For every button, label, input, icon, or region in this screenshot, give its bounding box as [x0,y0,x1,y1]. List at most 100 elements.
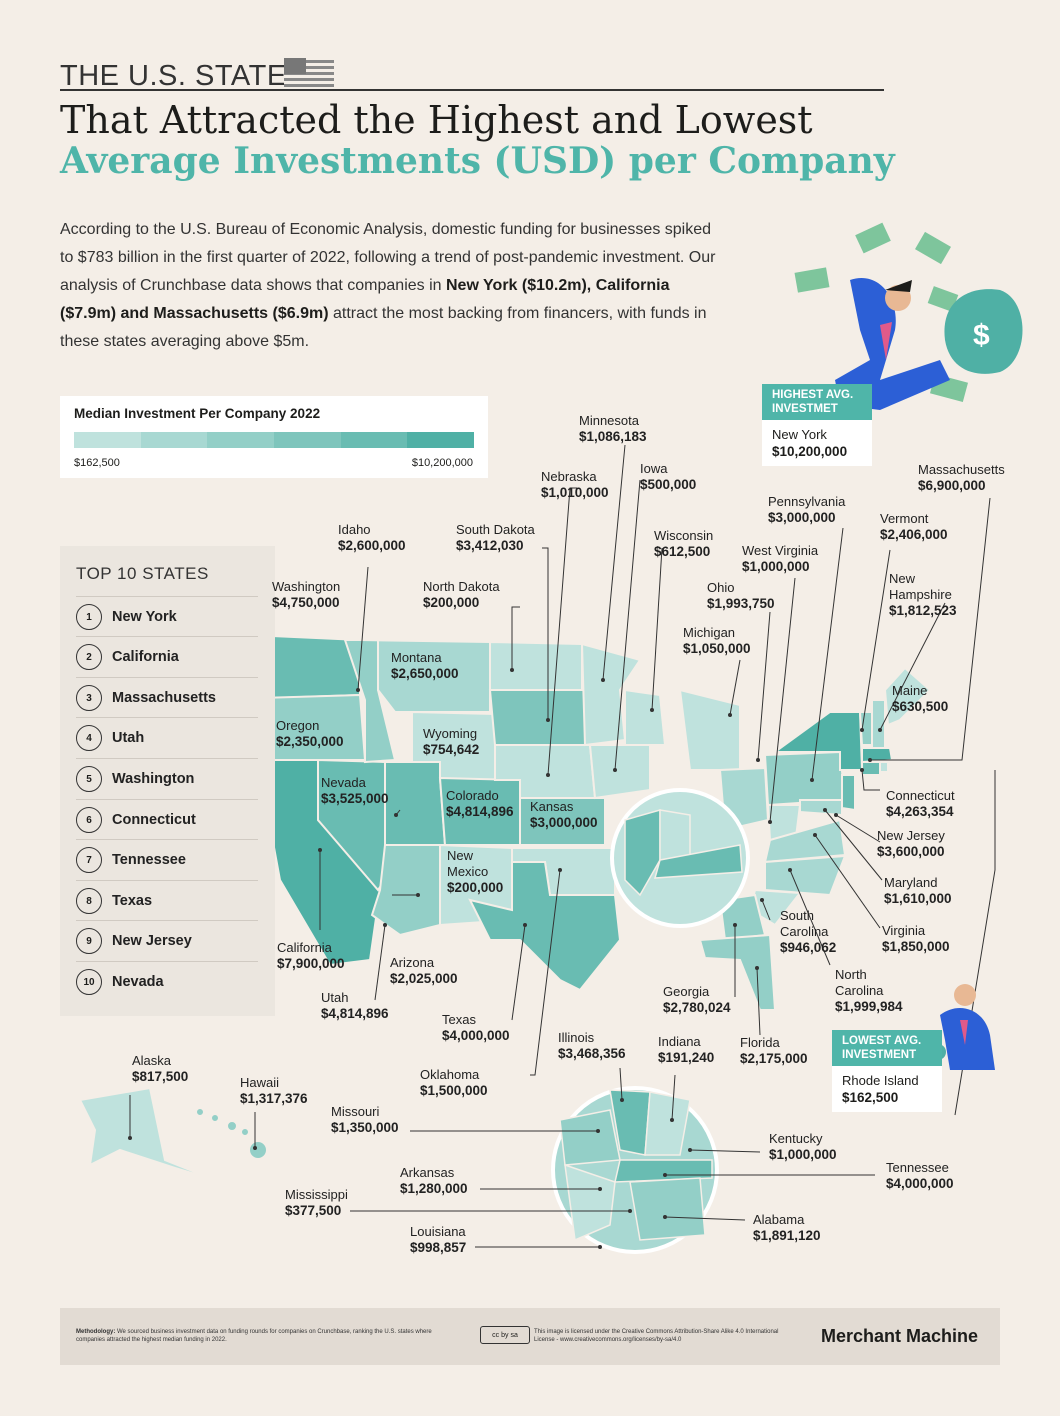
state-pennsylvania [763,750,847,807]
highest-callout: HIGHEST AVG. INVESTMET New York $10,200,0… [762,384,872,466]
legend-max: $10,200,000 [411,457,473,469]
state-florida [698,933,777,1011]
label-washington: Washington $4,750,000 [272,579,341,610]
label-california: California $7,900,000 [277,940,345,971]
legend-gradient [74,432,475,448]
label-utah: Utah $4,814,896 [321,990,389,1021]
state-minnesota [580,642,642,747]
label-idaho: Idaho $2,600,000 [338,522,406,553]
state-maine [883,666,932,727]
lowest-state: Rhode Island [842,1073,919,1088]
label-new-hampshire: New Hampshire $1,812,523 [889,571,957,618]
label-pennsylvania: Pennsylvania $3,000,000 [768,494,846,525]
legend-swatch [74,432,141,448]
top10-item: 5 Washington [76,758,258,799]
state-wisconsin [624,688,667,746]
state-north-carolina [764,854,847,897]
label-minnesota: Minnesota $1,086,183 [579,413,647,444]
legend-swatch [140,432,208,448]
label-connecticut: Connecticut $4,263,354 [886,788,955,819]
label-mississippi: Mississippi $377,500 [285,1187,348,1218]
money-illustration: $ [794,222,1023,410]
legend: Median Investment Per Company 2022 $162,… [60,396,488,478]
zoom-circle-lower [551,1086,719,1254]
label-west-virginia: West Virginia $1,000,000 [742,543,819,574]
label-south-carolina: South Carolina $946,062 [780,908,837,955]
state-connecticut [861,761,881,776]
state-rhode-island [879,761,889,773]
label-georgia: Georgia $2,780,024 [663,984,731,1015]
label-new-jersey: New Jersey $3,600,000 [877,828,945,859]
svg-text:$: $ [973,319,990,352]
label-hawaii: Hawaii $1,317,376 [240,1075,308,1106]
label-north-carolina: North Carolina $1,999,984 [835,967,903,1014]
label-illinois: Illinois $3,468,356 [558,1030,626,1061]
top10-item: 3 Massachusetts [76,677,258,718]
kicker: THE U.S. STATES [60,60,307,92]
label-alabama: Alabama $1,891,120 [753,1212,821,1243]
top10-item: 6 Connecticut [76,799,258,840]
label-massachusetts: Massachusetts $6,900,000 [918,462,1005,493]
state-alaska [78,1086,216,1181]
label-new-mexico: New Mexico $200,000 [447,848,504,895]
flag-icon [284,58,334,88]
top10-item: 4 Utah [76,717,258,758]
highest-value: $10,200,000 [772,444,848,459]
label-wyoming: Wyoming $754,642 [423,726,480,757]
label-iowa: Iowa $500,000 [640,461,697,492]
label-louisiana: Louisiana $998,857 [410,1224,467,1255]
state-hawaii [195,1107,268,1160]
top10-item: 10 Nevada [76,961,258,1002]
label-nevada: Nevada $3,525,000 [321,775,389,806]
label-virginia: Virginia $1,850,000 [882,923,950,954]
state-texas [468,861,622,992]
legend-swatch [274,432,341,448]
label-michigan: Michigan $1,050,000 [683,625,751,656]
top10-item: 9 New Jersey [76,920,258,961]
label-oklahoma: Oklahoma $1,500,000 [420,1067,488,1098]
lowest-callout: LOWEST AVG. INVESTMENT Rhode Island $162,… [832,1030,942,1112]
label-florida: Florida $2,175,000 [740,1035,808,1066]
legend-swatch [407,432,475,448]
state-kansas [519,797,606,846]
legend-title: Median Investment Per Company 2022 [74,406,321,421]
label-arkansas: Arkansas $1,280,000 [400,1165,468,1196]
legend-swatch [340,432,408,448]
state-iowa [585,744,651,800]
zoom-circle-upper [610,788,750,928]
top10-panel: TOP 10 STATES 1 New York 2 California 3 Mas… [60,546,275,1016]
label-texas: Texas $4,000,000 [442,1012,510,1043]
lowest-value: $162,500 [842,1090,899,1105]
label-kansas: Kansas $3,000,000 [530,799,598,830]
label-north-dakota: North Dakota $200,000 [423,579,500,610]
kicker-rule [60,89,884,91]
highest-state: New York [772,427,827,442]
license-text: This image is licensed under the Creativ… [534,1329,779,1343]
title-line-2: Average Investments (USD) per Company [60,140,895,182]
label-ohio: Ohio $1,993,750 [707,580,775,611]
label-south-dakota: South Dakota $3,412,030 [456,522,535,553]
title-line-1: That Attracted the Highest and Lowest [60,98,813,142]
top10-item: 7 Tennessee [76,839,258,880]
label-tennessee: Tennessee $4,000,000 [886,1160,954,1191]
footer: Methodology: We sourced business investm… [60,1308,1000,1365]
legend-min: $162,500 [74,457,120,469]
intro-text: According to the U.S. Bureau of Economic… [60,221,716,350]
top10-title: TOP 10 STATES [76,564,209,583]
state-north-dakota [489,640,583,691]
legend-swatch [207,432,275,448]
state-south-dakota [488,689,586,746]
brand-logo: Merchant Machine [820,1326,978,1346]
label-colorado: Colorado $4,814,896 [446,788,514,819]
top10-item: 1 New York [76,596,258,637]
state-michigan [678,688,741,771]
label-maine: Maine $630,500 [892,683,949,714]
top10-item: 2 California [76,636,258,677]
intro-highlight: New York ($10.2m), California ($7.9m) an… [60,277,670,322]
state-new-jersey [841,774,856,812]
label-indiana: Indiana $191,240 [658,1034,715,1065]
label-arizona: Arizona $2,025,000 [390,955,458,986]
state-utah [384,761,447,846]
label-vermont: Vermont $2,406,000 [880,511,948,542]
